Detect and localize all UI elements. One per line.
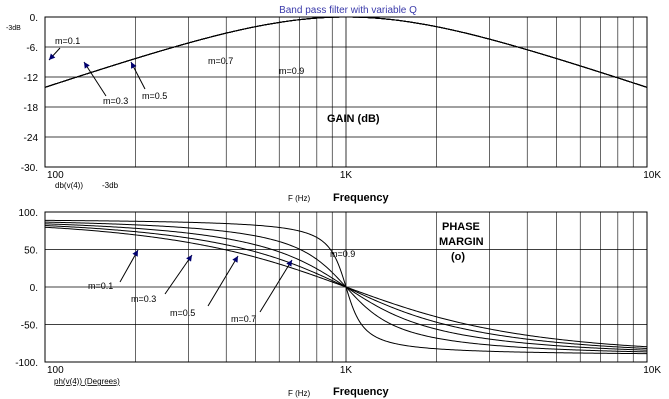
series-label: m=0.5 xyxy=(170,308,195,318)
gain-y-ticks: 0. -6. -12 -18 -24 -30. xyxy=(21,13,39,174)
phase-series-labels: m=0.1 m=0.3 m=0.5 m=0.7 m=0.9 xyxy=(88,249,355,324)
series-label: m=0.5 xyxy=(142,91,167,101)
gain-trace-label: db(v(4)) xyxy=(55,181,83,190)
arrow-head xyxy=(84,62,90,69)
x-tick-label: 10K xyxy=(643,170,661,181)
series-label-arrow xyxy=(259,259,293,313)
x-tick-label: 100 xyxy=(47,170,64,181)
phase-y-ticks: 100. 50. 0. -50. -100. xyxy=(15,208,38,369)
series-label-arrow xyxy=(83,61,107,97)
phase-x-label: Frequency xyxy=(333,386,390,398)
phase-x-unit: F (Hz) xyxy=(288,389,311,398)
x-tick-label: 10K xyxy=(643,365,661,376)
series-label: m=0.9 xyxy=(330,249,355,259)
gain-series-labels: m=0.1 m=0.3 m=0.5 m=0.7 m=0.9 xyxy=(48,36,304,106)
arrow-head xyxy=(232,256,238,263)
phase-annotation-line1: PHASE xyxy=(442,221,480,233)
series-label: m=0.3 xyxy=(131,294,156,304)
chart-title: Band pass filter with variable Q xyxy=(279,5,417,16)
gain-y-tick-label: -18 xyxy=(24,103,39,114)
series-label: m=0.1 xyxy=(88,281,113,291)
gain-annotation: GAIN (dB) xyxy=(327,113,380,125)
gain-minus3db-tick: -3dB xyxy=(6,25,21,32)
phase-y-tick-label: -50. xyxy=(21,321,38,332)
series-label: m=0.7 xyxy=(231,314,256,324)
gain-x-label: Frequency xyxy=(333,192,390,204)
arrow-head xyxy=(186,255,192,262)
arrow-head xyxy=(286,260,292,267)
phase-y-tick-label: 100. xyxy=(19,208,38,219)
series-label: m=0.9 xyxy=(279,66,304,76)
gain-plot: 0. -6. -12 -18 -24 -30. 100 1K 10K -3dB db(v(4)… xyxy=(6,13,661,204)
x-tick-label: 1K xyxy=(340,170,353,181)
gain-y-tick-label: -6. xyxy=(26,43,38,54)
phase-annotation-line2: MARGIN xyxy=(439,236,484,248)
phase-y-tick-label: -100. xyxy=(15,358,38,369)
gain-y-tick-label: -24 xyxy=(24,133,39,144)
arrow-head xyxy=(131,62,137,69)
gain-y-tick-label: 0. xyxy=(30,13,38,24)
arrow-head xyxy=(49,53,56,60)
phase-y-tick-label: 50. xyxy=(24,246,38,257)
series-label-arrow xyxy=(164,254,193,295)
phase-x-ticks: 100 1K 10K xyxy=(47,365,661,376)
series-label: m=0.7 xyxy=(208,56,233,66)
gain-plot-frame xyxy=(44,16,648,168)
series-label: m=0.1 xyxy=(55,36,80,46)
gain-trace-label-extra: -3db xyxy=(102,181,119,190)
phase-curve-m-0-9 xyxy=(44,219,648,355)
phase-annotation-line3: (o) xyxy=(451,251,465,263)
series-label: m=0.3 xyxy=(103,96,128,106)
phase-curves xyxy=(44,219,648,355)
x-tick-label: 1K xyxy=(340,365,353,376)
gain-y-tick-label: -30. xyxy=(21,163,38,174)
phase-trace-label: ph(v(4)) (Degrees) xyxy=(54,377,120,386)
gain-grid xyxy=(44,16,648,168)
gain-x-ticks: 100 1K 10K xyxy=(47,170,661,181)
phase-y-tick-label: 0. xyxy=(30,283,38,294)
arrow-head xyxy=(132,250,138,257)
phase-plot-frame xyxy=(44,211,648,363)
series-label-arrow xyxy=(119,249,139,283)
series-label-arrow xyxy=(207,255,239,307)
gain-x-unit: F (Hz) xyxy=(288,194,311,203)
phase-plot: 100. 50. 0. -50. -100. 100 1K 10K ph(v(4)) (De… xyxy=(15,208,661,398)
gain-y-tick-label: -12 xyxy=(24,73,39,84)
x-tick-label: 100 xyxy=(47,365,64,376)
